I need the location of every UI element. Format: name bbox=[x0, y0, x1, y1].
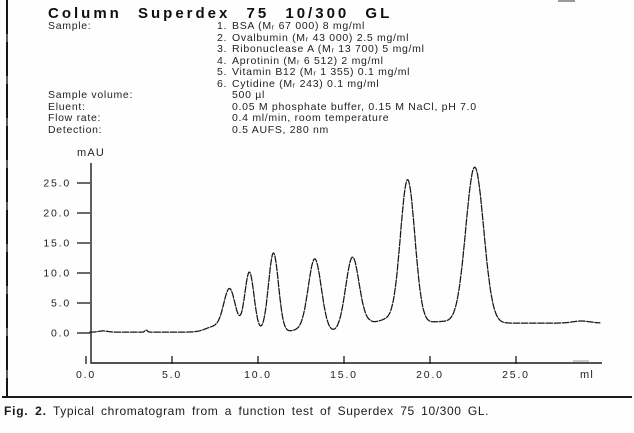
y-tick-label: 25.0 bbox=[43, 178, 71, 190]
spec-value: 0.5 AUFS, 280 nm bbox=[232, 123, 329, 136]
y-tick-label: 10.0 bbox=[43, 268, 71, 280]
spec-number: 6. bbox=[217, 77, 228, 90]
spec-number: 1. bbox=[217, 20, 228, 32]
scan-artifact-mark bbox=[558, 0, 575, 2]
spec-label: Eluent: bbox=[48, 100, 86, 113]
spec-number: 4. bbox=[217, 54, 228, 67]
caption-text: Typical chromatogram from a function tes… bbox=[46, 404, 490, 418]
y-tick-label: 0.0 bbox=[51, 328, 71, 340]
caption-label: Fig. 2. bbox=[4, 404, 47, 418]
spec-number: 5. bbox=[217, 66, 228, 78]
spec-number: 2. bbox=[217, 31, 228, 44]
spec-label: Sample volume: bbox=[48, 89, 134, 101]
spec-row: 3. Ribonuclease A (Mᵣ 13 700) 5 mg/ml bbox=[48, 43, 477, 56]
spec-row: 4. Aprotinin (Mᵣ 6 512) 2 mg/ml bbox=[48, 54, 477, 68]
spec-row: 2. Ovalbumin (Mᵣ 43 000) 2.5 mg/ml bbox=[48, 31, 477, 45]
figure-title: Column Superdex 75 10/300 GL bbox=[48, 5, 393, 22]
spec-label: Detection: bbox=[48, 123, 103, 136]
spec-table: Sample: 1. BSA (Mᵣ 67 000) 8 mg/ml 2. Ovalbu… bbox=[48, 20, 477, 137]
spec-value: 500 µl bbox=[232, 89, 266, 101]
x-tick-label: 15.0 bbox=[330, 369, 358, 381]
x-tick-label: 20.0 bbox=[416, 369, 444, 381]
spec-row: 5. Vitamin B12 (Mᵣ 1 355) 0.1 mg/ml bbox=[48, 66, 477, 79]
x-tick-label: 5.0 bbox=[162, 369, 182, 381]
chromatogram-trace bbox=[89, 166, 601, 333]
x-tick-label: 25.0 bbox=[502, 369, 530, 381]
spec-row: Sample: 1. BSA (Mᵣ 67 000) 8 mg/ml bbox=[48, 20, 477, 33]
x-axis-unit-label: ml bbox=[580, 369, 594, 381]
y-tick-label: 15.0 bbox=[43, 238, 71, 250]
spec-value: Vitamin B12 (Mᵣ 1 355) 0.1 mg/ml bbox=[232, 66, 411, 78]
spec-row: Flow rate: 0.4 ml/min, room temperature bbox=[48, 112, 477, 125]
y-tick-label: 20.0 bbox=[43, 208, 71, 220]
x-tick-label: 10.0 bbox=[244, 369, 272, 381]
spec-label: Sample: bbox=[48, 20, 92, 32]
y-axis-unit-label: mAU bbox=[77, 147, 105, 159]
spec-value: 0.05 M phosphate buffer, 0.15 M NaCl, pH… bbox=[232, 100, 477, 113]
spec-value: Aprotinin (Mᵣ 6 512) 2 mg/ml bbox=[232, 54, 384, 67]
spec-number: 3. bbox=[217, 43, 228, 55]
spec-value: Ovalbumin (Mᵣ 43 000) 2.5 mg/ml bbox=[232, 31, 410, 44]
spec-row: 6. Cytidine (Mᵣ 243) 0.1 mg/ml bbox=[48, 77, 477, 91]
spec-value: Ribonuclease A (Mᵣ 13 700) 5 mg/ml bbox=[232, 43, 425, 55]
x-tick-label: 0.0 bbox=[76, 369, 96, 381]
axis-lines bbox=[90, 163, 602, 364]
spec-row: Eluent: 0.05 M phosphate buffer, 0.15 M N… bbox=[48, 100, 477, 114]
figure-caption: Fig. 2. Typical chromatogram from a func… bbox=[4, 404, 630, 418]
spec-label: Flow rate: bbox=[48, 112, 102, 124]
scan-smudge bbox=[573, 360, 589, 362]
spec-row: Sample volume: 500 µl bbox=[48, 89, 477, 102]
y-tick-label: 5.0 bbox=[51, 298, 71, 310]
page-edge-line bbox=[6, 0, 8, 396]
spec-value: BSA (Mᵣ 67 000) 8 mg/ml bbox=[232, 20, 365, 32]
figure-bottom-rule bbox=[2, 396, 632, 398]
spec-row: Detection: 0.5 AUFS, 280 nm bbox=[48, 123, 477, 137]
spec-value: 0.4 ml/min, room temperature bbox=[232, 112, 390, 124]
spec-value: Cytidine (Mᵣ 243) 0.1 mg/ml bbox=[232, 77, 380, 90]
